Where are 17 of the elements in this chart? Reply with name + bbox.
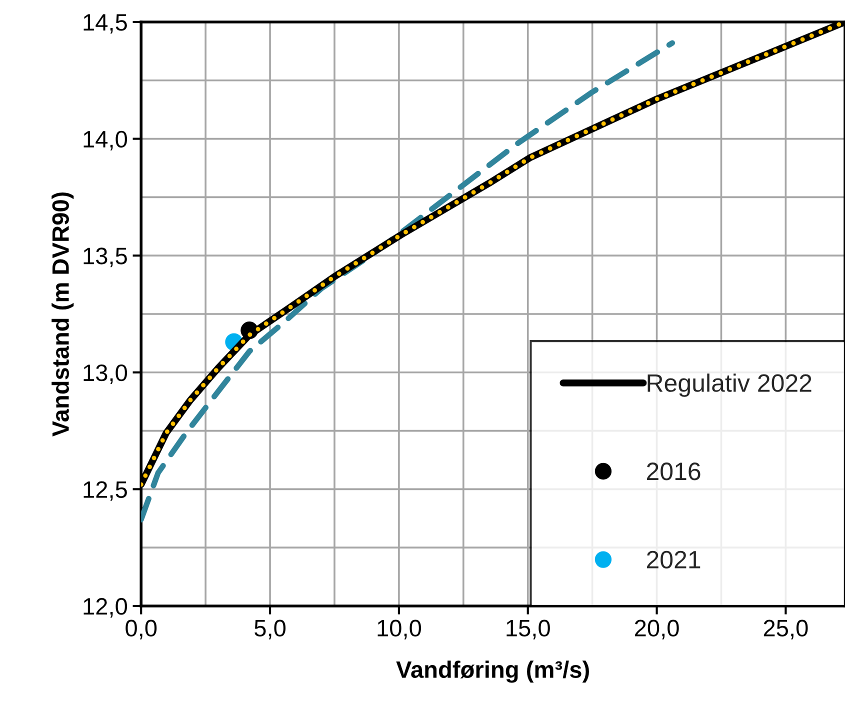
x-tick-label: 25,0	[764, 620, 808, 640]
legend-label: 2016	[646, 462, 700, 480]
legend-label: 2021	[646, 550, 700, 569]
y-axis-title: Vandstand (m DVR90)	[52, 192, 74, 436]
y-tick-label: 13,0	[84, 364, 127, 384]
y-tick-label: 14,0	[84, 130, 127, 150]
y-tick-label: 13,5	[84, 248, 127, 268]
y-tick-label: 14,5	[84, 14, 127, 34]
x-tick-label: 20,0	[634, 620, 679, 640]
x-tick-label: 0,0	[126, 620, 157, 640]
y-tick-label: 12,5	[84, 481, 127, 501]
x-axis-title: Vandføring (m³/s)	[396, 660, 589, 683]
legend-label: Regulativ 2022	[648, 374, 812, 397]
x-tick-label: 10,0	[378, 620, 422, 640]
x-tick-label: 15,0	[506, 620, 550, 640]
x-tick-label: 5,0	[254, 620, 286, 640]
y-tick-label: 12,0	[84, 598, 127, 618]
